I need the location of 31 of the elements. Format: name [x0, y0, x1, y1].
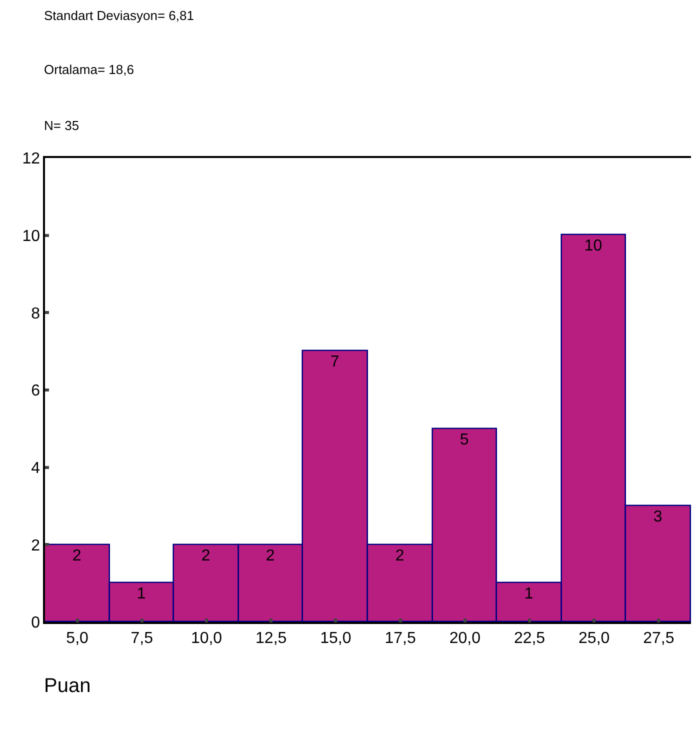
data-label: 3 — [653, 508, 662, 526]
data-label: 10 — [584, 237, 602, 254]
x-tick-label: 12,5 — [256, 630, 287, 647]
y-tick-label: 8 — [31, 305, 40, 322]
data-label: 7 — [330, 353, 340, 370]
x-tick-label: 7,5 — [130, 630, 154, 647]
x-tick-label: 25,0 — [578, 630, 610, 647]
text: Ortalama= 18,6 — [44, 62, 134, 77]
data-label: 1 — [136, 585, 146, 602]
x-tick-label: 17,5 — [384, 630, 416, 647]
data-label: 2 — [266, 547, 275, 564]
y-tick-label: 12 — [22, 150, 40, 168]
data-label: 2 — [201, 547, 210, 564]
y-tick-label: 0 — [31, 614, 40, 632]
text: N= 35 — [44, 118, 80, 133]
x-tick-label: 20,0 — [449, 630, 481, 647]
y-tick-label: 10 — [22, 228, 40, 245]
x-tick-label: 22,5 — [514, 630, 546, 647]
x-axis-title: Puan — [44, 675, 91, 697]
data-label: 1 — [524, 585, 534, 602]
x-tick-label: 15,0 — [320, 630, 352, 647]
x-tick-label: 27,5 — [643, 630, 674, 647]
x-tick-label: 10,0 — [190, 630, 222, 647]
x-tick-label: 5,0 — [66, 630, 89, 647]
data-label: 2 — [395, 547, 404, 564]
data-label: 2 — [72, 547, 82, 564]
y-tick-label: 2 — [31, 537, 40, 554]
data-label: 5 — [460, 431, 469, 448]
text: Standart Deviasyon= 6,81 — [44, 8, 194, 23]
y-tick-label: 6 — [31, 382, 40, 400]
y-tick-label: 4 — [31, 460, 40, 477]
